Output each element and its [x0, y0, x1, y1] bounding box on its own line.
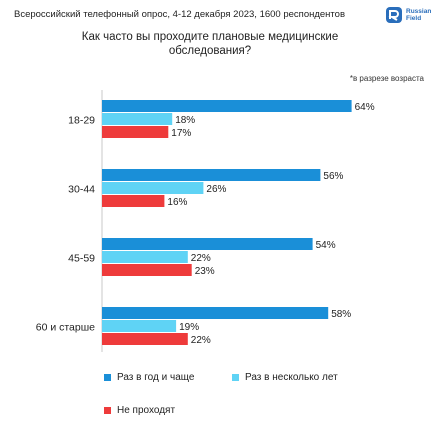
bar: [102, 182, 204, 194]
bar: [102, 251, 188, 263]
category-label: 18-29: [68, 115, 95, 127]
data-label: 17%: [171, 128, 191, 139]
data-label: 22%: [191, 253, 211, 264]
bar: [102, 238, 313, 250]
bar: [102, 195, 165, 207]
bar: [102, 307, 329, 319]
category-label: 30-44: [68, 184, 95, 196]
data-label: 19%: [179, 322, 199, 333]
bar: [102, 126, 169, 138]
chart-note: *в разрезе возраста: [349, 74, 424, 83]
logo-text: Russian Field: [406, 8, 431, 22]
logo-line-2: Field: [406, 15, 422, 22]
bar: [102, 113, 173, 125]
bar: [102, 333, 188, 345]
bar: [102, 169, 321, 181]
logo-line-1: Russian: [406, 8, 432, 15]
data-label: 26%: [206, 184, 226, 195]
category-label: 60 и старше: [36, 322, 95, 334]
data-label: 64%: [355, 102, 375, 113]
data-label: 56%: [323, 171, 343, 182]
category-label: 45-59: [68, 253, 95, 265]
logo-icon: [386, 7, 402, 23]
data-label: 18%: [175, 115, 195, 126]
data-label: 22%: [191, 335, 211, 346]
bar: [102, 100, 352, 112]
survey-subtitle: Всероссийский телефонный опрос, 4-12 дек…: [14, 9, 345, 20]
bar: [102, 320, 177, 332]
header: Всероссийский телефонный опрос, 4-12 дек…: [0, 0, 438, 30]
data-label: 16%: [167, 197, 187, 208]
bar: [102, 264, 192, 276]
russian-field-logo: Russian Field: [385, 5, 433, 27]
data-label: 58%: [331, 309, 351, 320]
data-label: 23%: [195, 266, 215, 277]
data-label: 54%: [316, 240, 336, 251]
chart-title: Как часто вы проходите плановые медицинс…: [81, 31, 339, 57]
